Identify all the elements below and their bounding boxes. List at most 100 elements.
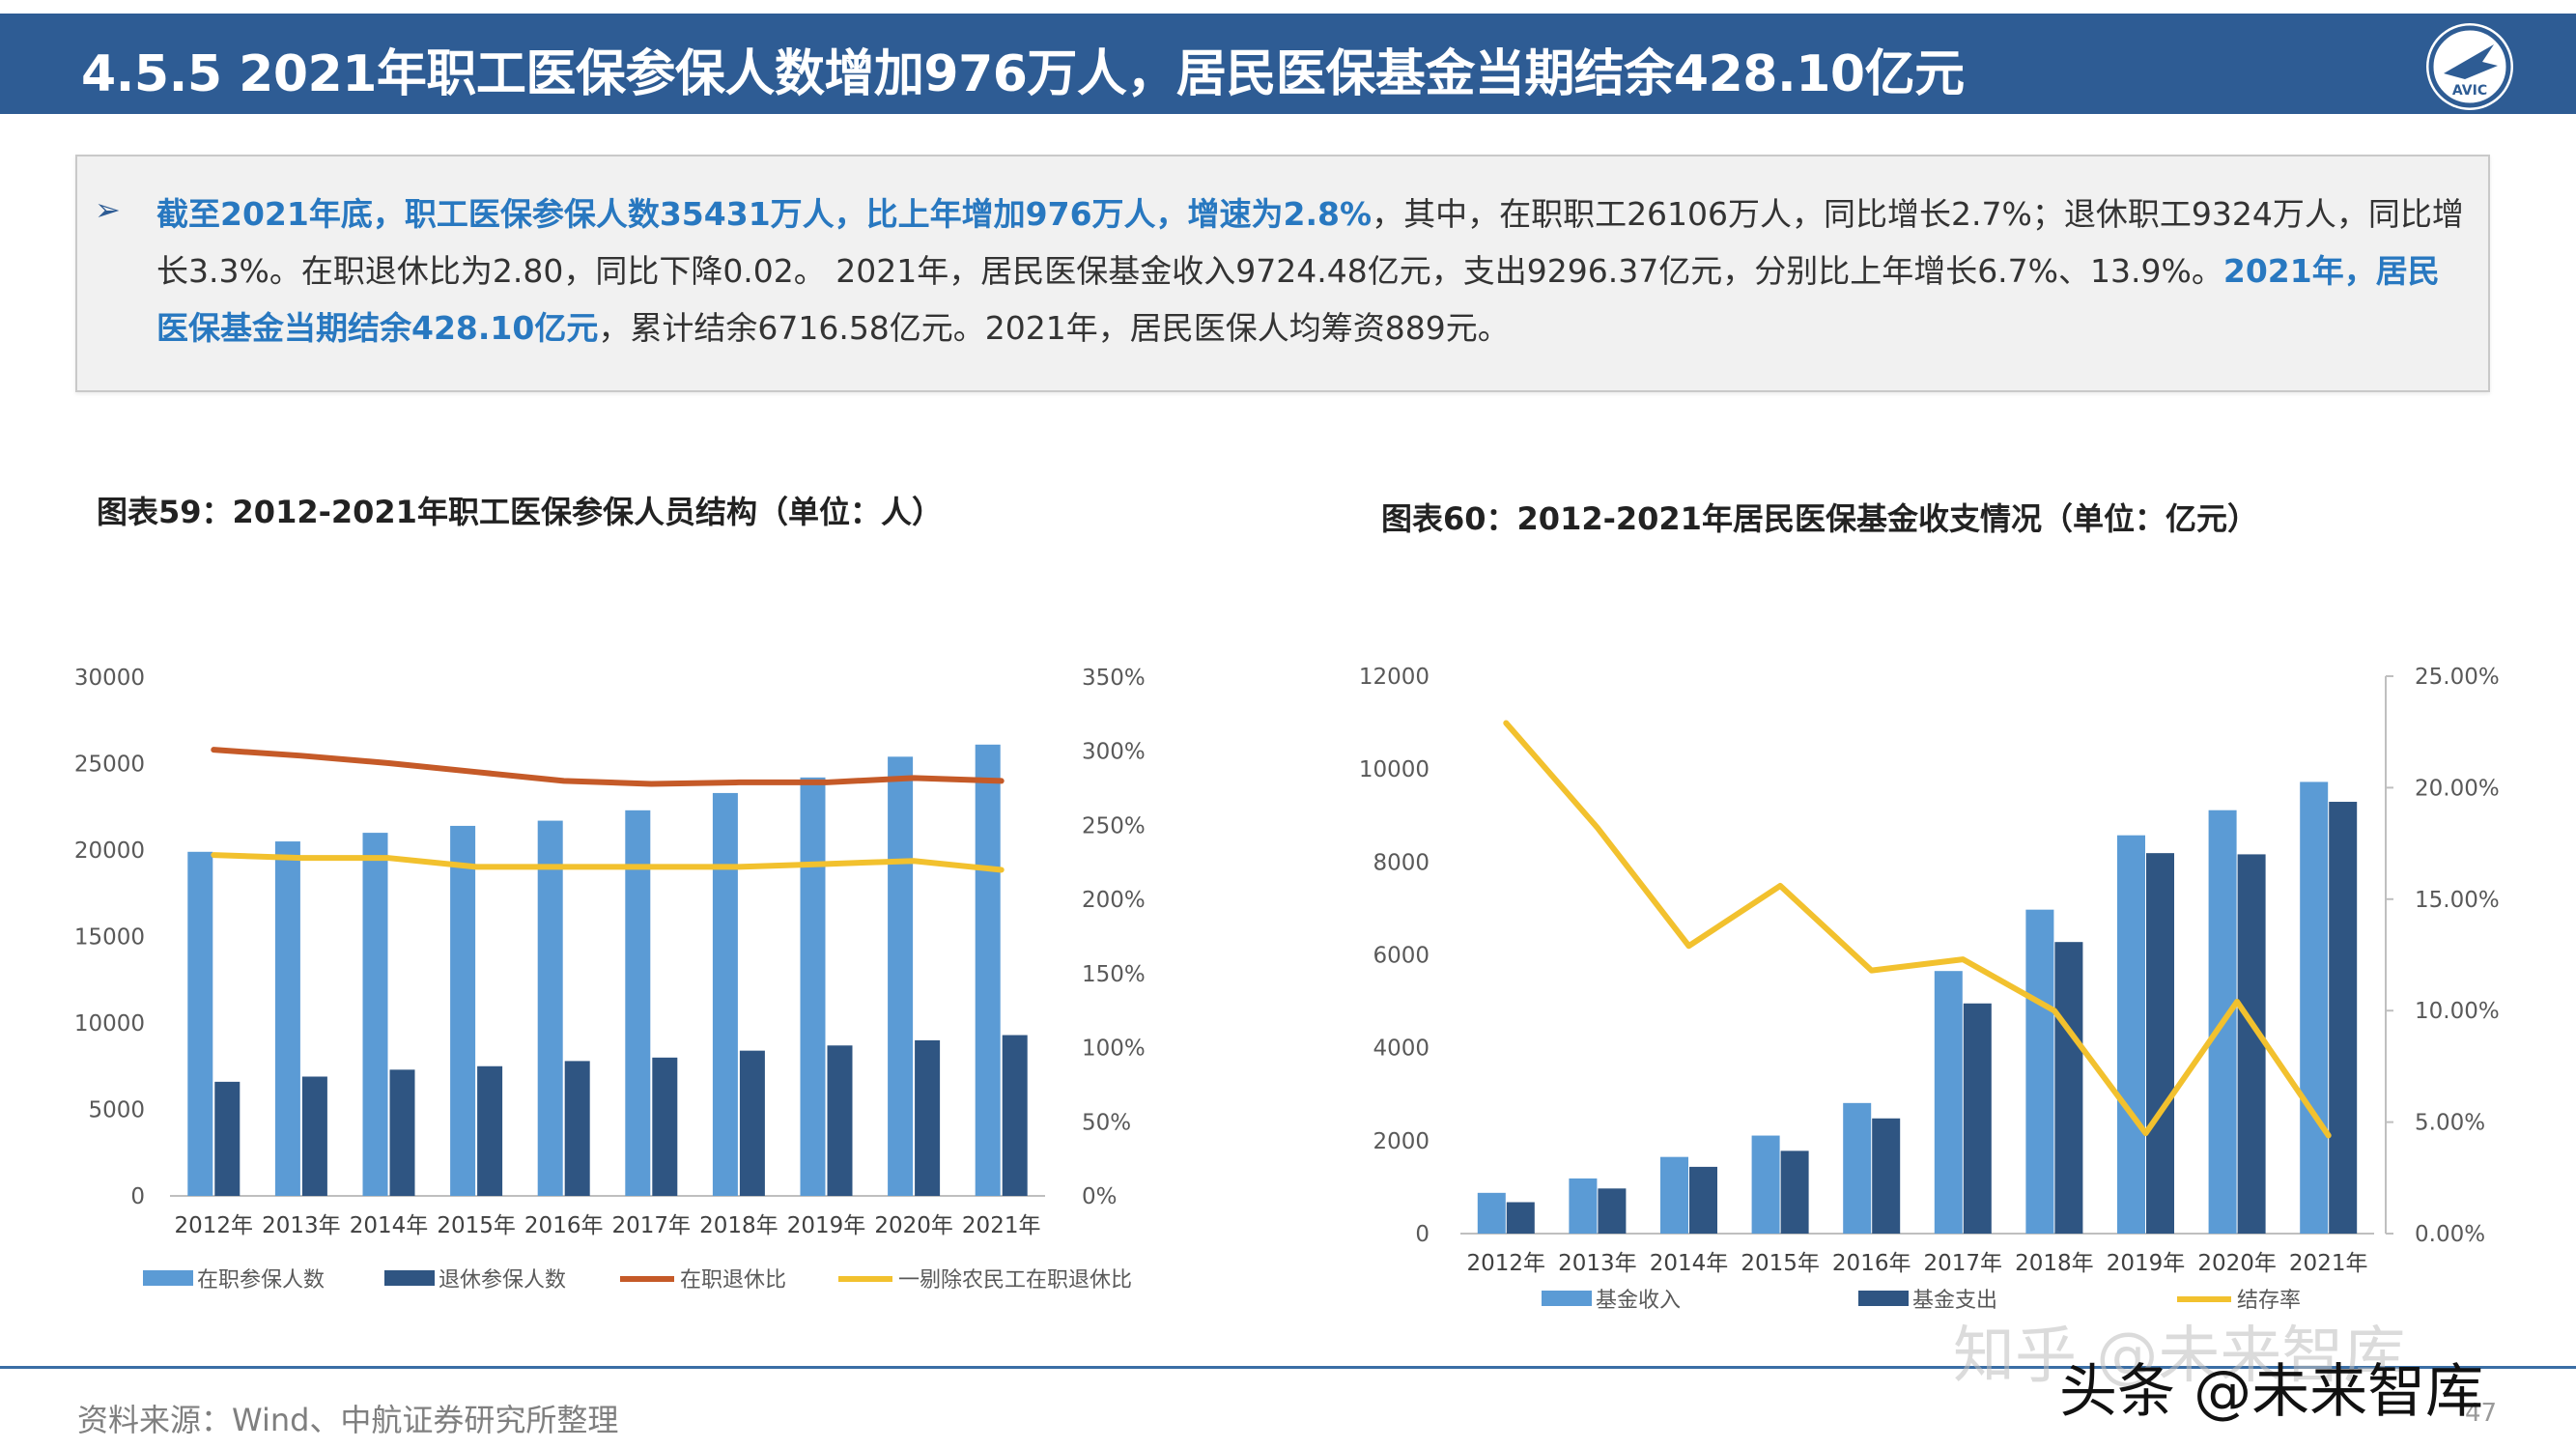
x-tick-label: 2018年: [699, 1213, 778, 1238]
bar-secondary: [477, 1065, 503, 1196]
x-tick-label: 2015年: [1741, 1251, 1820, 1276]
bar-primary: [187, 851, 213, 1196]
x-tick-label: 2015年: [437, 1213, 516, 1238]
chart-2-resident-fund-balance: 0 2000 4000 6000 8000 10000 12000 0.00% 5.00% 10.…: [1359, 665, 2500, 1313]
avic-logo: AVIC: [2426, 23, 2513, 110]
page-title: 4.5.5 2021年职工医保参保人数增加976万人，居民医保基金当期结余428…: [81, 45, 1965, 103]
legend-label: 退休参保人数: [439, 1268, 566, 1293]
x-tick-label: 2021年: [2289, 1251, 2368, 1276]
y2-tick-label: 0.00%: [2415, 1222, 2485, 1247]
bar-secondary: [827, 1045, 853, 1196]
bar-primary: [625, 810, 651, 1196]
bar-secondary: [1780, 1151, 1809, 1234]
bar-secondary: [1506, 1202, 1535, 1234]
chart1-title: 图表59：2012-2021年职工医保参保人员结构（单位：人）: [97, 494, 943, 530]
source-note: 资料来源：Wind、中航证券研究所整理: [77, 1402, 619, 1438]
bar-primary: [1843, 1102, 1872, 1234]
y-tick-label: 2000: [1373, 1129, 1430, 1154]
y2-tick-label: 25.00%: [2415, 665, 2500, 690]
legend-swatch: [143, 1270, 193, 1286]
bar-secondary: [1963, 1003, 1992, 1234]
bullet-arrow-icon: ➢: [95, 191, 121, 228]
y-tick-label: 5000: [88, 1098, 145, 1123]
x-tick-label: 2016年: [524, 1213, 604, 1238]
y-tick-label: 30000: [74, 666, 145, 691]
x-tick-label: 2018年: [2015, 1251, 2094, 1276]
bar-secondary: [739, 1050, 765, 1196]
y2-tick-label: 50%: [1082, 1110, 1131, 1135]
logo-text: AVIC: [2452, 83, 2487, 99]
title-bar: 4.5.5 2021年职工医保参保人数增加976万人，居民医保基金当期结余428…: [0, 14, 2576, 114]
y-tick-label: 0: [1415, 1222, 1430, 1247]
bar-primary: [1751, 1135, 1780, 1234]
series-line: [211, 747, 1005, 787]
y-tick-label: 10000: [1359, 757, 1430, 782]
bar-primary: [274, 841, 300, 1196]
x-tick-label: 2016年: [1832, 1251, 1911, 1276]
bar-primary: [1477, 1192, 1506, 1234]
summary-box: ➢ 截至2021年底，职工医保参保人数35431万人，比上年增加976万人，增速…: [75, 155, 2490, 392]
bar-secondary: [915, 1039, 941, 1196]
summary-highlight-2: 2021年，居民医保基金当期结余428.10亿元: [156, 252, 2440, 347]
bar-secondary: [1872, 1118, 1901, 1234]
bar-primary: [2117, 835, 2145, 1234]
legend-swatch: [1542, 1291, 1592, 1306]
bar-secondary: [652, 1057, 678, 1196]
bar-primary: [362, 833, 388, 1196]
bar-secondary: [389, 1069, 415, 1196]
bar-primary: [1934, 971, 1963, 1234]
bar-primary: [450, 825, 476, 1196]
legend-swatch: [1858, 1291, 1909, 1306]
summary-body-2: ，累计结余6716.58亿元。2021年，居民医保人均筹资889元。: [598, 309, 1510, 347]
legend-label: 在职退休比: [680, 1268, 786, 1293]
bar-secondary: [2054, 942, 2083, 1234]
y2-tick-label: 350%: [1082, 666, 1146, 691]
x-tick-label: 2012年: [175, 1213, 254, 1238]
bar-secondary: [2329, 802, 2358, 1234]
x-tick-label: 2013年: [1558, 1251, 1637, 1276]
x-tick-label: 2014年: [350, 1213, 429, 1238]
y-tick-label: 20000: [74, 838, 145, 864]
bar-secondary: [1598, 1188, 1627, 1234]
legend-label: 基金收入: [1596, 1289, 1681, 1313]
y-tick-label: 8000: [1373, 850, 1430, 875]
avic-logo-icon: AVIC: [2428, 25, 2511, 108]
legend-swatch: [384, 1270, 435, 1286]
series-line: [211, 852, 1005, 873]
x-tick-label: 2017年: [612, 1213, 692, 1238]
footer-divider: [0, 1366, 2576, 1369]
bar-primary: [2300, 781, 2329, 1234]
bar-primary: [537, 820, 563, 1196]
bar-secondary: [564, 1061, 590, 1196]
bar-primary: [1660, 1156, 1688, 1234]
chart2-title: 图表60：2012-2021年居民医保基金收支情况（单位：亿元）: [1381, 500, 2258, 537]
x-tick-label: 2019年: [2107, 1251, 2186, 1276]
x-tick-label: 2017年: [1924, 1251, 2003, 1276]
y-tick-label: 25000: [74, 753, 145, 778]
y-tick-label: 0: [130, 1184, 145, 1209]
bar-primary: [888, 756, 914, 1196]
summary-text: 截至2021年底，职工医保参保人数35431万人，比上年增加976万人，增速为2…: [156, 185, 2465, 356]
y2-tick-label: 200%: [1082, 888, 1146, 913]
y2-tick-label: 300%: [1082, 740, 1146, 765]
series-line: [1503, 720, 2332, 1139]
bar-primary: [800, 777, 826, 1196]
legend-label: 结存率: [2237, 1289, 2301, 1313]
y-tick-label: 4000: [1373, 1037, 1430, 1062]
bar-secondary: [2237, 854, 2266, 1234]
x-tick-label: 2021年: [962, 1213, 1041, 1238]
y2-tick-label: 15.00%: [2415, 888, 2500, 913]
bar-secondary: [301, 1076, 327, 1196]
page-number: 47: [2465, 1399, 2498, 1428]
watermark-toutiao: 头条 @未来智库: [2059, 1358, 2484, 1426]
legend-label: 基金支出: [1912, 1289, 1997, 1313]
y-tick-label: 10000: [74, 1011, 145, 1037]
bar-secondary: [214, 1081, 241, 1196]
x-tick-label: 2012年: [1467, 1251, 1546, 1276]
legend-label: 一剔除农民工在职退休比: [898, 1268, 1132, 1293]
bar-primary: [712, 792, 738, 1196]
bar-primary: [1569, 1178, 1598, 1234]
watermark-zhihu: 知乎 @未来智库: [1953, 1321, 2406, 1392]
y-tick-label: 12000: [1359, 665, 1430, 690]
y-tick-label: 6000: [1373, 944, 1430, 969]
